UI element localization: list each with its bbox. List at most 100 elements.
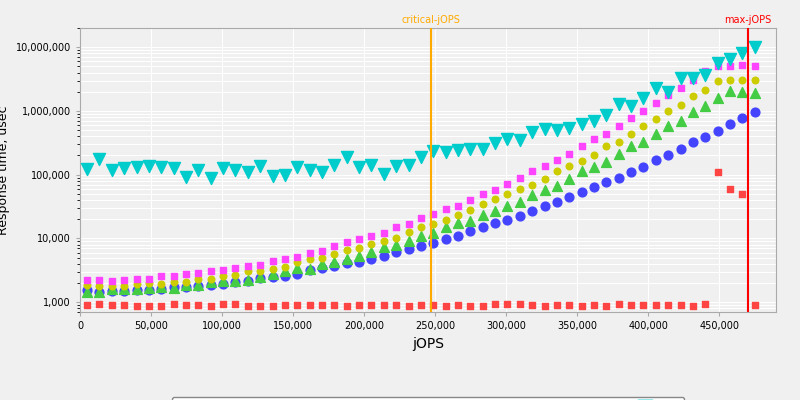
median <box>489 220 502 226</box>
median <box>254 275 266 281</box>
min <box>538 302 551 309</box>
95-th percentile <box>217 273 230 279</box>
max <box>378 170 390 177</box>
median <box>328 263 341 269</box>
median <box>81 287 94 294</box>
max <box>328 162 341 168</box>
90-th percentile <box>81 288 94 295</box>
99-th percentile <box>451 202 464 209</box>
median <box>723 120 736 127</box>
min <box>254 302 266 309</box>
median <box>106 288 118 294</box>
min <box>217 301 230 307</box>
max <box>699 72 712 78</box>
90-th percentile <box>278 268 291 274</box>
median <box>378 253 390 259</box>
90-th percentile <box>711 95 724 101</box>
99-th percentile <box>699 68 712 74</box>
max <box>674 75 687 81</box>
median <box>662 152 674 158</box>
99-th percentile <box>736 62 749 69</box>
99-th percentile <box>130 276 143 283</box>
95-th percentile <box>662 108 674 114</box>
90-th percentile <box>266 271 279 278</box>
90-th percentile <box>130 286 143 292</box>
90-th percentile <box>637 139 650 145</box>
99-th percentile <box>662 92 674 98</box>
max <box>167 164 180 171</box>
min <box>328 302 341 308</box>
min <box>476 303 489 309</box>
90-th percentile <box>427 230 440 236</box>
min <box>501 301 514 307</box>
min <box>93 301 106 308</box>
95-th percentile <box>650 116 662 122</box>
99-th percentile <box>242 263 254 270</box>
95-th percentile <box>340 247 353 254</box>
90-th percentile <box>451 220 464 226</box>
99-th percentile <box>229 265 242 271</box>
Text: critical-jOPS: critical-jOPS <box>402 15 460 25</box>
min <box>550 302 563 308</box>
min <box>402 302 415 309</box>
max <box>451 147 464 154</box>
median <box>278 272 291 279</box>
min <box>575 302 588 309</box>
max <box>600 112 613 119</box>
95-th percentile <box>242 268 254 274</box>
min <box>365 302 378 308</box>
max <box>748 44 761 50</box>
95-th percentile <box>130 281 143 288</box>
median <box>204 282 217 288</box>
median <box>514 213 526 219</box>
90-th percentile <box>538 186 551 193</box>
90-th percentile <box>587 164 600 170</box>
max <box>489 140 502 146</box>
max <box>625 103 638 109</box>
max <box>501 136 514 142</box>
95-th percentile <box>587 151 600 158</box>
median <box>674 146 687 152</box>
90-th percentile <box>180 282 193 288</box>
min <box>130 302 143 309</box>
median <box>526 207 538 214</box>
95-th percentile <box>514 186 526 192</box>
max <box>464 146 477 152</box>
max <box>414 154 427 160</box>
max <box>254 163 266 170</box>
95-th percentile <box>167 279 180 285</box>
90-th percentile <box>192 282 205 288</box>
median <box>142 286 155 293</box>
95-th percentile <box>229 272 242 278</box>
90-th percentile <box>217 278 230 284</box>
min <box>748 302 761 308</box>
99-th percentile <box>476 191 489 197</box>
95-th percentile <box>538 176 551 182</box>
max <box>612 101 625 108</box>
95-th percentile <box>686 93 699 99</box>
99-th percentile <box>514 175 526 181</box>
90-th percentile <box>155 284 168 290</box>
99-th percentile <box>637 108 650 114</box>
90-th percentile <box>414 233 427 240</box>
99-th percentile <box>378 230 390 236</box>
95-th percentile <box>748 76 761 83</box>
99-th percentile <box>291 254 304 260</box>
median <box>464 228 477 234</box>
99-th percentile <box>402 221 415 227</box>
median <box>612 174 625 181</box>
99-th percentile <box>340 239 353 246</box>
max <box>118 164 130 171</box>
median <box>291 271 304 277</box>
95-th percentile <box>625 131 638 138</box>
95-th percentile <box>637 123 650 129</box>
min <box>278 302 291 309</box>
90-th percentile <box>476 212 489 218</box>
min <box>242 302 254 309</box>
min <box>414 302 427 308</box>
median <box>180 284 193 290</box>
median <box>476 224 489 231</box>
99-th percentile <box>526 168 538 174</box>
95-th percentile <box>575 158 588 164</box>
99-th percentile <box>674 85 687 91</box>
